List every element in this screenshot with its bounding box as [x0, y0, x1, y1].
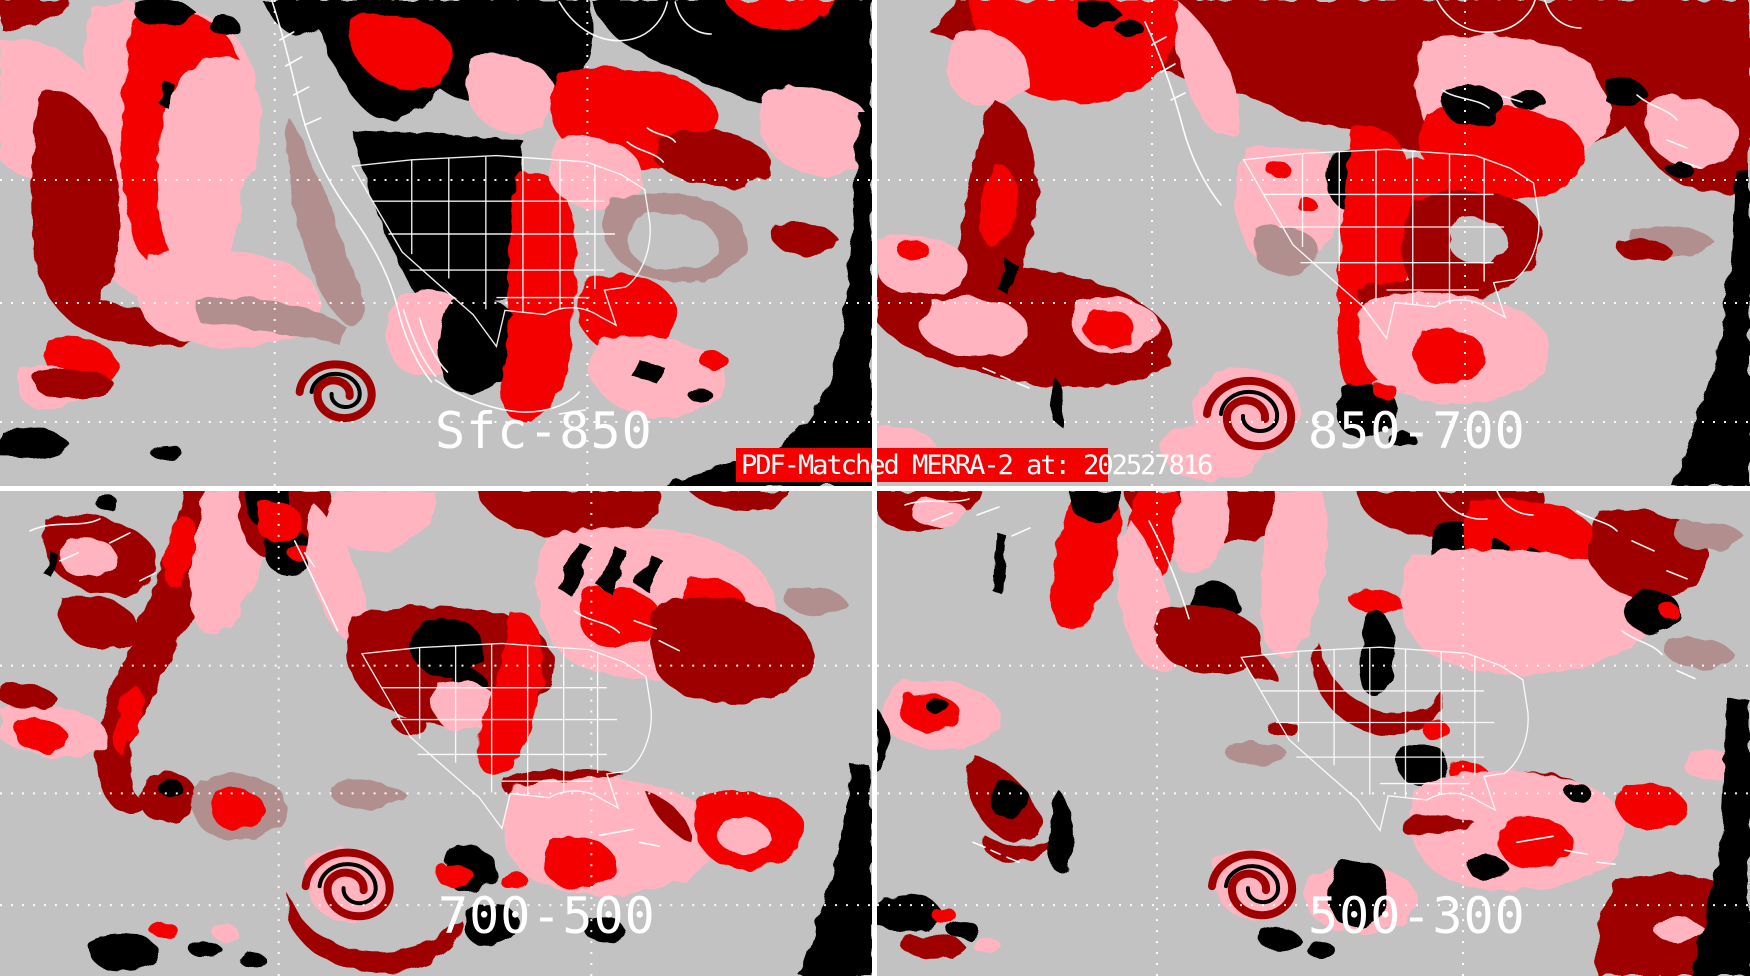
graticule — [877, 0, 1750, 486]
coastlines — [29, 518, 681, 848]
title-banner-background — [736, 448, 1108, 482]
us-state-borders — [1242, 148, 1540, 340]
panel-700-500 — [0, 491, 872, 976]
map-graphic-700-500 — [0, 491, 872, 976]
figure-title: PDF-Matched MERRA-2 at: 202527816 — [741, 450, 1213, 481]
panel-divider-horizontal — [0, 486, 1750, 491]
graticule — [877, 491, 1750, 976]
graticule — [0, 491, 872, 976]
cyclone-eddy — [295, 360, 376, 423]
moisture-field — [0, 0, 872, 486]
map-graphic-500-300 — [877, 491, 1750, 976]
panel-850-700 — [877, 0, 1750, 486]
panel-sfc-850 — [0, 0, 872, 486]
moisture-field — [0, 491, 872, 976]
panel-500-300 — [877, 491, 1750, 976]
coastlines — [904, 491, 1696, 866]
us-state-borders — [351, 154, 651, 348]
cyclone-eddy — [301, 848, 394, 921]
panel-label-700-500: 700-500 — [438, 887, 656, 945]
cyclone-eddy — [1203, 376, 1296, 451]
map-graphic-850-700 — [877, 0, 1750, 486]
panel-label-850-700: 850-700 — [1308, 402, 1526, 460]
panel-label-500-300: 500-300 — [1308, 887, 1526, 945]
panel-label-sfc-850: Sfc-850 — [435, 402, 653, 460]
map-graphic-sfc-850 — [0, 0, 872, 486]
us-state-borders — [1240, 646, 1529, 832]
graticule — [0, 0, 872, 486]
cyclone-eddy — [1208, 850, 1297, 920]
coastlines — [982, 0, 1702, 389]
coastlines — [270, 0, 712, 415]
